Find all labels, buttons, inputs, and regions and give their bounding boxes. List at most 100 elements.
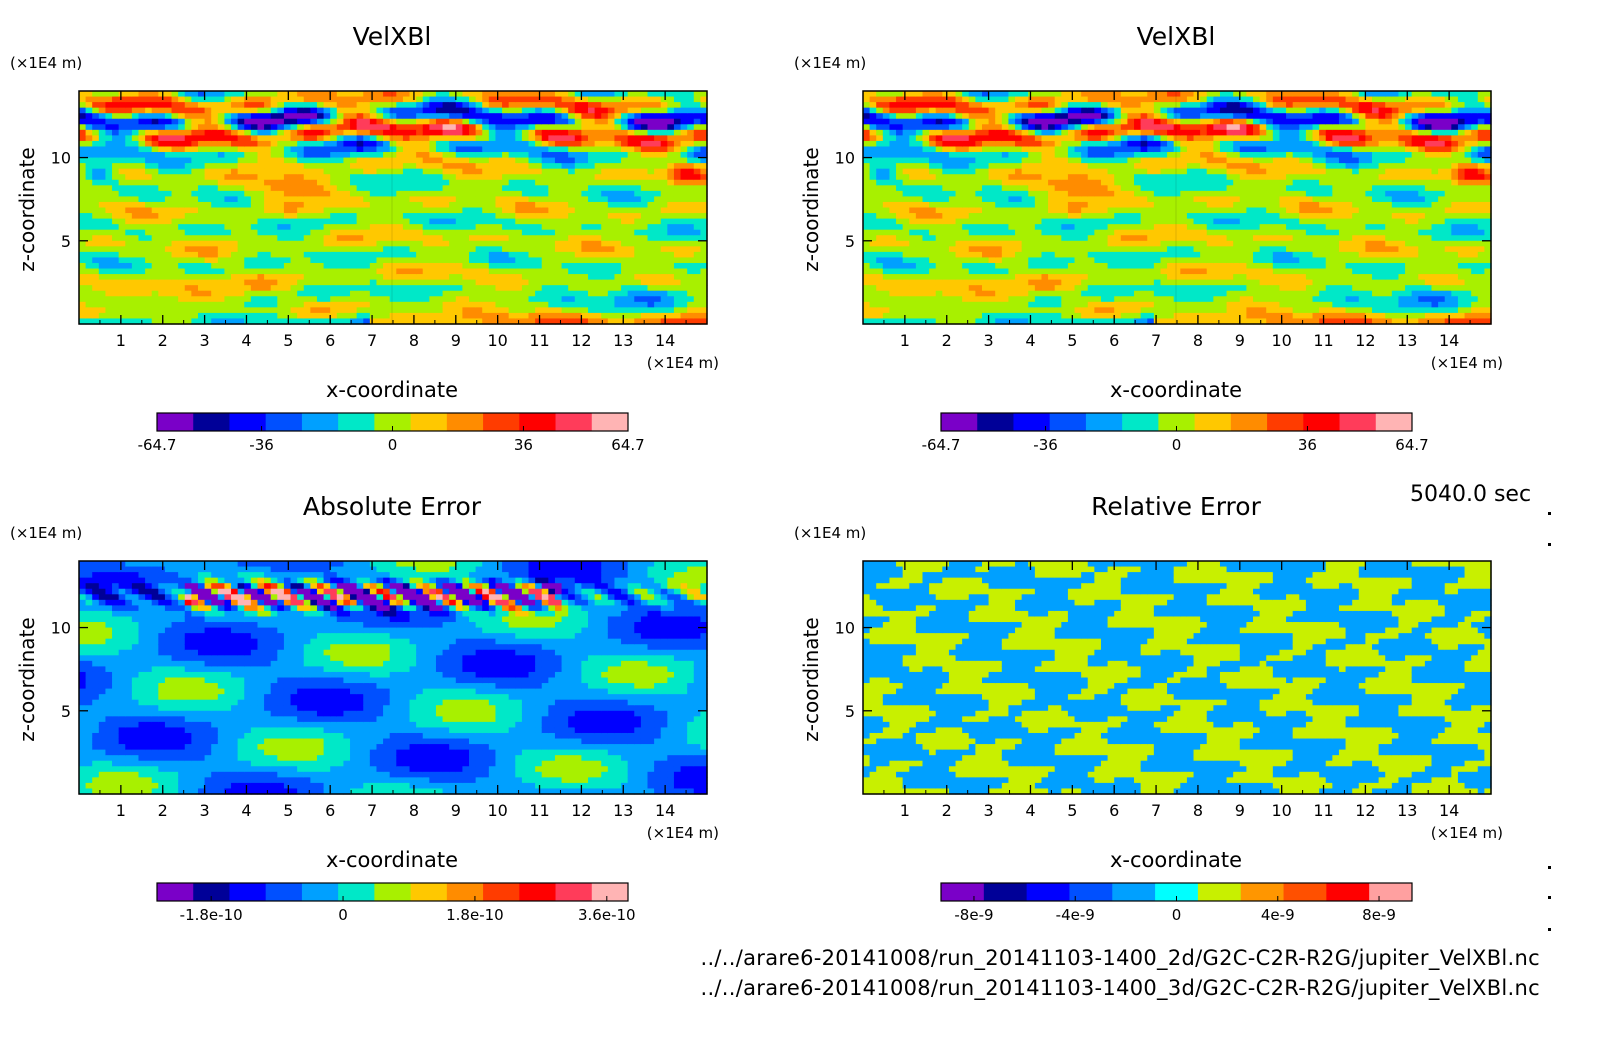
heatmap-cell	[112, 91, 120, 98]
heatmap-cell	[988, 229, 996, 236]
heatmap-cell	[935, 318, 943, 325]
heatmap-cell	[171, 301, 179, 308]
heatmap-cell	[680, 91, 688, 98]
heatmap-cell	[975, 279, 983, 286]
heatmap-cell	[502, 296, 510, 303]
heatmap-cell	[224, 102, 232, 109]
heatmap-cell	[495, 179, 503, 186]
heatmap-cell	[915, 318, 924, 325]
heatmap-cell	[244, 113, 252, 120]
heatmap-cell	[935, 290, 943, 297]
heatmap-cell	[915, 224, 924, 231]
heatmap-cell	[700, 201, 708, 209]
heatmap-cell	[995, 96, 1003, 103]
heatmap-cell	[627, 140, 635, 148]
heatmap-cell	[988, 307, 996, 314]
heatmap-cell	[981, 213, 990, 220]
heatmap-cell	[297, 163, 305, 170]
heatmap-cell	[277, 207, 285, 214]
heatmap-cell	[79, 229, 87, 236]
heatmap-cell	[889, 102, 897, 109]
heatmap-cell	[416, 296, 424, 303]
heatmap-cell	[673, 190, 682, 198]
heatmap-cell	[508, 129, 516, 136]
heatmap-cell	[863, 140, 871, 148]
heatmap-cell	[693, 124, 701, 131]
heatmap-cell	[660, 168, 668, 175]
heatmap-cell	[85, 251, 93, 259]
heatmap-cell	[942, 296, 950, 303]
heatmap-cell	[389, 257, 397, 264]
heatmap-cell	[902, 224, 910, 231]
heatmap-cell	[435, 268, 444, 275]
heatmap-cell	[995, 268, 1003, 275]
heatmap-cell	[204, 268, 212, 275]
heatmap-cell	[574, 201, 582, 209]
heatmap-cell	[515, 257, 523, 264]
heatmap-cell	[211, 213, 219, 220]
heatmap-cell	[92, 135, 100, 142]
heatmap-cell	[922, 102, 930, 109]
heatmap-cell	[673, 163, 682, 170]
heatmap-cell	[614, 213, 622, 220]
heatmap-cell	[502, 140, 510, 148]
heatmap-cell	[330, 91, 338, 98]
heatmap-cell	[863, 246, 871, 253]
heatmap-cell	[343, 146, 351, 153]
heatmap-cell	[429, 118, 437, 125]
heatmap-cell	[882, 124, 891, 131]
heatmap-cell	[621, 251, 629, 259]
heatmap-cell	[607, 279, 616, 286]
heatmap-cell	[283, 174, 292, 181]
heatmap-cell	[416, 246, 424, 253]
heatmap-cell	[876, 290, 884, 297]
heatmap-cell	[389, 102, 397, 109]
heatmap-cell	[863, 224, 871, 231]
heatmap-cell	[634, 174, 642, 181]
heatmap-cell	[336, 257, 345, 264]
heatmap-cell	[138, 179, 146, 186]
heatmap-cell	[554, 290, 563, 297]
heatmap-cell	[330, 251, 338, 259]
heatmap-cell	[323, 268, 331, 275]
heatmap-cell	[614, 152, 622, 159]
heatmap-cell	[482, 240, 490, 247]
heatmap-cell	[125, 285, 133, 292]
heatmap-cell	[882, 301, 891, 308]
heatmap-cell	[158, 168, 166, 175]
heatmap-cell	[145, 118, 153, 125]
heatmap-cell	[145, 235, 153, 242]
heatmap-cell	[673, 235, 682, 242]
heatmap-cell	[627, 240, 635, 247]
heatmap-cell	[264, 124, 272, 131]
heatmap-cell	[988, 318, 996, 325]
heatmap-cell	[627, 91, 635, 98]
heatmap-cell	[601, 201, 609, 209]
heatmap-cell	[568, 224, 576, 231]
heatmap-cell	[131, 218, 140, 225]
heatmap-cell	[469, 102, 477, 109]
heatmap-cell	[535, 168, 543, 175]
heatmap-cell	[935, 196, 943, 203]
heatmap-cell	[191, 113, 199, 120]
heatmap-cell	[283, 240, 292, 247]
heatmap-cell	[462, 91, 470, 98]
heatmap-cell	[660, 129, 668, 136]
heatmap-cell	[876, 312, 884, 320]
heatmap-cell	[647, 113, 655, 120]
heatmap-cell	[948, 163, 957, 170]
heatmap-cell	[521, 190, 530, 198]
heatmap-cell	[896, 157, 904, 164]
heatmap-cell	[197, 201, 206, 209]
heatmap-cell	[935, 118, 943, 125]
heatmap-cell	[171, 218, 179, 225]
heatmap-cell	[171, 91, 179, 98]
heatmap-cell	[336, 174, 345, 181]
heatmap-cell	[548, 235, 556, 242]
heatmap-cell	[863, 235, 871, 242]
heatmap-cell	[376, 152, 384, 159]
heatmap-cell	[667, 279, 675, 286]
heatmap-cell	[469, 268, 477, 275]
heatmap-cell	[647, 124, 655, 131]
heatmap-cell	[356, 107, 364, 114]
